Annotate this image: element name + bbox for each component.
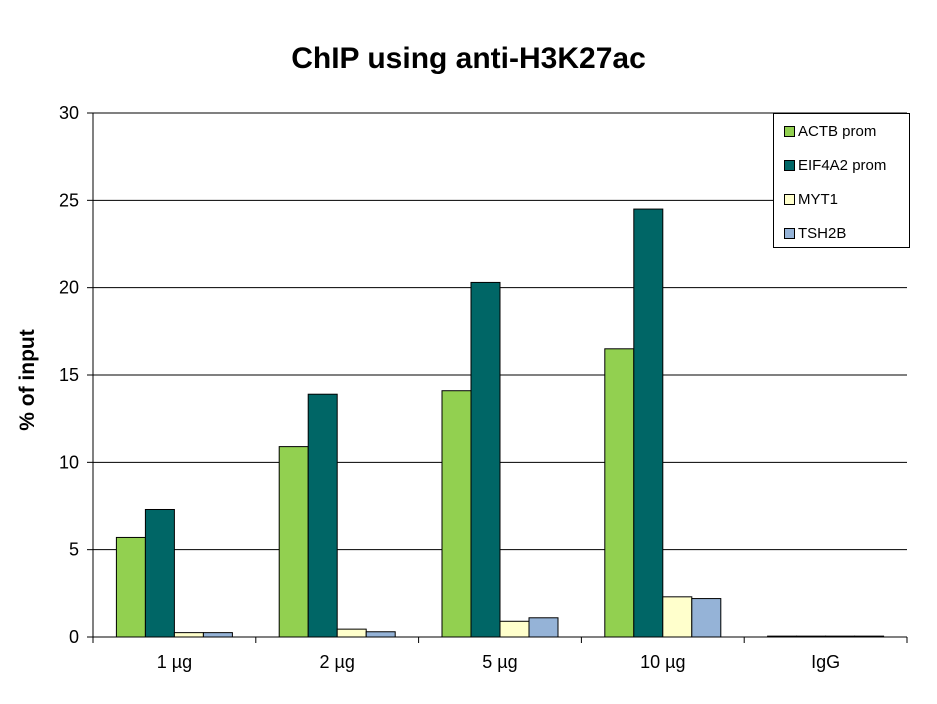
bar	[441, 390, 472, 638]
bar	[144, 508, 175, 638]
bar	[662, 596, 693, 638]
bar	[691, 598, 722, 638]
bar	[173, 632, 204, 638]
bar	[115, 536, 146, 638]
legend-item-actb: ACTB prom	[784, 122, 876, 140]
legend-swatch-actb	[784, 125, 795, 137]
y-tick-label: 10	[59, 452, 79, 472]
legend-item-tsh2b: TSH2B	[784, 224, 846, 242]
y-tick-label: 20	[59, 278, 79, 298]
x-tick-label: IgG	[811, 652, 840, 672]
y-tick-label: 25	[59, 190, 79, 210]
chart-title: ChIP using anti-H3K27ac	[291, 42, 646, 75]
bar	[767, 635, 798, 638]
x-tick-label: 1 µg	[157, 652, 192, 672]
bar	[796, 635, 827, 638]
legend-label-myt1: MYT1	[798, 190, 839, 208]
legend-swatch-tsh2b	[784, 227, 795, 239]
bar	[499, 620, 530, 638]
bar	[604, 348, 635, 638]
chart-legend: ACTB prom EIF4A2 prom MYT1 TSH2B	[773, 113, 910, 248]
bar	[825, 635, 856, 638]
x-tick-label: 5 µg	[482, 652, 517, 672]
bar	[365, 631, 396, 638]
bar	[470, 281, 501, 638]
legend-label-actb: ACTB prom	[798, 122, 877, 140]
legend-swatch-myt1	[784, 193, 795, 205]
legend-swatch-eif4a2	[784, 159, 795, 171]
bar	[528, 617, 559, 638]
bar	[278, 446, 309, 638]
bar	[336, 628, 367, 638]
legend-label-eif4a2: EIF4A2 prom	[798, 156, 887, 174]
legend-item-eif4a2: EIF4A2 prom	[784, 156, 886, 174]
bar	[633, 208, 664, 638]
y-tick-label: 0	[69, 627, 79, 647]
bar	[202, 632, 233, 638]
y-tick-label: 5	[69, 540, 79, 560]
y-tick-label: 15	[59, 365, 79, 385]
x-tick-label: 2 µg	[319, 652, 354, 672]
legend-item-myt1: MYT1	[784, 190, 838, 208]
x-tick-label: 10 µg	[640, 652, 685, 672]
legend-label-tsh2b: TSH2B	[798, 224, 847, 242]
bar	[307, 393, 338, 638]
y-tick-label: 30	[59, 103, 79, 123]
bar	[854, 635, 885, 638]
